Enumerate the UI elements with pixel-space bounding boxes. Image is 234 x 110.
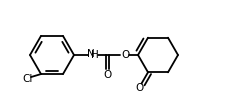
Text: Cl: Cl — [23, 74, 33, 84]
Text: H: H — [91, 50, 99, 60]
Text: O: O — [121, 50, 129, 60]
Text: N: N — [87, 49, 95, 59]
Text: O: O — [135, 83, 143, 93]
Text: O: O — [103, 70, 111, 80]
